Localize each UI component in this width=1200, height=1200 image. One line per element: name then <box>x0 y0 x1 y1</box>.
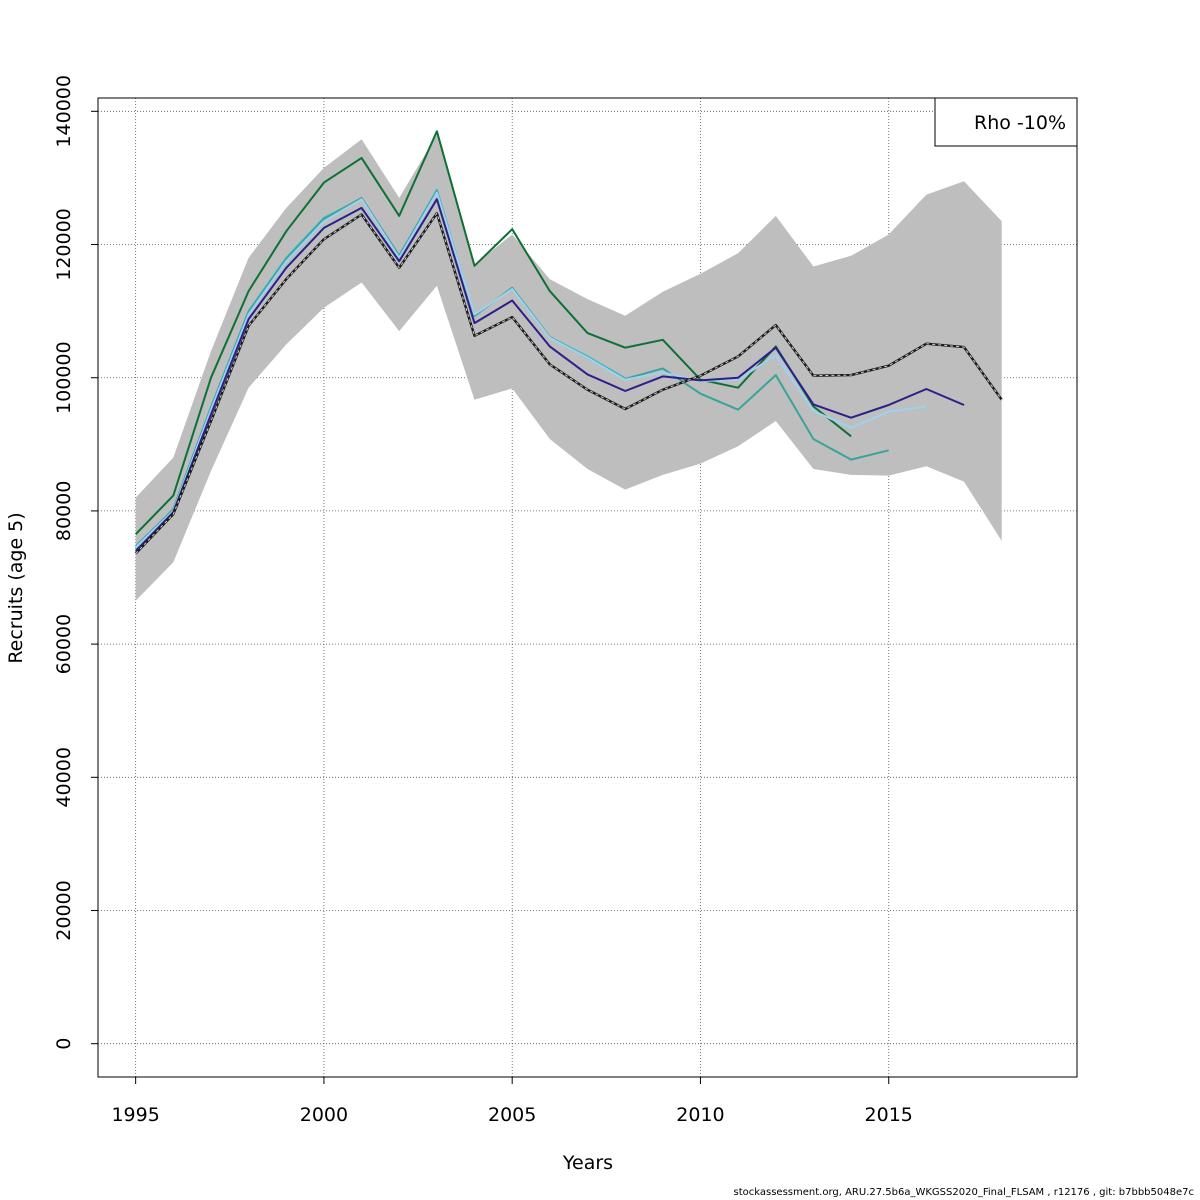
y-tick-label: 20000 <box>53 880 75 940</box>
confidence-band-layer <box>135 134 1002 601</box>
legend-text: Rho -10% <box>974 112 1066 134</box>
x-tick-label: 2015 <box>865 1104 913 1126</box>
plot-frame <box>97 97 1078 1078</box>
y-tick-label: 120000 <box>53 208 75 281</box>
series-line-base-dash <box>135 212 1003 554</box>
x-tick-label: 2000 <box>300 1104 348 1126</box>
y-tick-label: 100000 <box>53 341 75 414</box>
x-axis-title: Years <box>562 1152 613 1174</box>
grid-lines <box>98 98 1077 1077</box>
y-axis-title: Recruits (age 5) <box>5 512 27 663</box>
legend-box <box>934 97 1078 147</box>
legend: Rho -10% <box>934 97 1078 147</box>
x-tick-label: 1995 <box>111 1104 159 1126</box>
x-tick-label: 2010 <box>676 1104 724 1126</box>
footer-credit: stockassessment.org, ARU.27.5b6a_WKGSS20… <box>733 1187 1194 1198</box>
x-axis: 1995 2000 2005 2010 2015 <box>111 1077 913 1126</box>
y-tick-label: 140000 <box>53 75 75 148</box>
y-tick-label: 80000 <box>53 481 75 541</box>
y-tick-label: 40000 <box>53 747 75 807</box>
series-line-2 <box>135 191 927 549</box>
y-axis: 0 20000 40000 60000 80000 100000 120000 140000 <box>53 75 98 1050</box>
series-line-4 <box>134 130 852 535</box>
confidence-band <box>135 134 1002 601</box>
y-tick-label: 60000 <box>53 614 75 674</box>
series-layer <box>134 130 1003 555</box>
x-tick-label: 2005 <box>488 1104 536 1126</box>
series-line-3 <box>135 190 889 547</box>
series-line-1 <box>134 198 965 552</box>
y-tick-label: 0 <box>53 1038 75 1050</box>
